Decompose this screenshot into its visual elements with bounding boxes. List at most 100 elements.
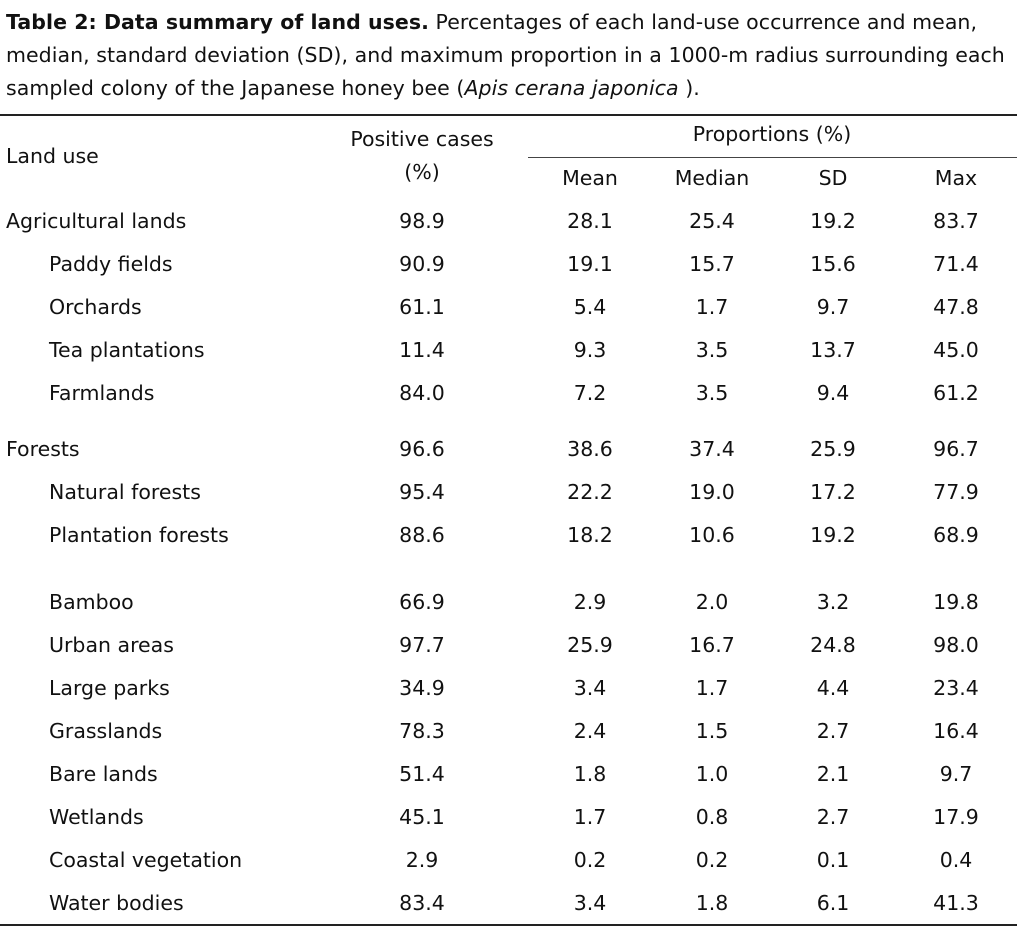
cell-positive-cases: 34.9 (399, 676, 445, 700)
cell-mean: 1.7 (573, 805, 607, 829)
cell-positive-cases: 61.1 (399, 295, 445, 319)
row-label: Tea plantations (49, 338, 205, 362)
cell-median: 16.7 (689, 633, 735, 657)
cell-median: 1.5 (695, 719, 729, 743)
proportions-underline (528, 157, 1017, 158)
cell-mean: 22.2 (567, 480, 613, 504)
cell-sd: 25.9 (810, 437, 856, 461)
cell-sd: 3.2 (816, 590, 850, 614)
cell-sd: 2.7 (816, 719, 850, 743)
cell-max: 61.2 (933, 381, 979, 405)
row-label: Grasslands (49, 719, 163, 743)
cell-median: 1.0 (695, 762, 729, 786)
cell-max: 9.7 (939, 762, 973, 786)
row-label: Bare lands (49, 762, 158, 786)
cell-median: 19.0 (689, 480, 735, 504)
caption-text-3: sampled colony of the Japanese honey bee… (6, 76, 465, 100)
cell-median: 0.8 (695, 805, 729, 829)
table-bottom-rule (0, 924, 1017, 926)
cell-mean: 2.4 (573, 719, 607, 743)
cell-max: 71.4 (933, 252, 979, 276)
cell-positive-cases: 45.1 (399, 805, 445, 829)
cell-median: 3.5 (695, 338, 729, 362)
row-label: Agricultural lands (6, 209, 187, 233)
row-label: Wetlands (49, 805, 144, 829)
cell-max: 23.4 (933, 676, 979, 700)
row-label: Urban areas (49, 633, 174, 657)
caption-species-name: Apis cerana japonica (464, 76, 679, 100)
cell-sd: 17.2 (810, 480, 856, 504)
cell-mean: 18.2 (567, 523, 613, 547)
row-label: Natural forests (49, 480, 201, 504)
header-sd: SD (818, 166, 848, 190)
cell-median: 0.2 (695, 848, 729, 872)
cell-positive-cases: 98.9 (399, 209, 445, 233)
caption-text-1: Percentages of each land-use occurrence … (428, 10, 978, 34)
header-median: Median (674, 166, 750, 190)
row-label: Paddy fields (49, 252, 173, 276)
cell-median: 1.7 (695, 676, 729, 700)
cell-median: 37.4 (689, 437, 735, 461)
cell-positive-cases: 95.4 (399, 480, 445, 504)
caption-text-2: median, standard deviation (SD), and max… (6, 43, 1005, 67)
cell-max: 83.7 (933, 209, 979, 233)
header-positive-cases-unit: (%) (404, 160, 440, 184)
cell-positive-cases: 83.4 (399, 891, 445, 915)
cell-mean: 9.3 (573, 338, 607, 362)
cell-positive-cases: 97.7 (399, 633, 445, 657)
cell-max: 96.7 (933, 437, 979, 461)
caption-title: Table 2: Data summary of land uses. (6, 10, 429, 34)
cell-median: 1.8 (695, 891, 729, 915)
cell-max: 77.9 (933, 480, 979, 504)
cell-positive-cases: 2.9 (405, 848, 439, 872)
cell-sd: 4.4 (816, 676, 850, 700)
cell-mean: 3.4 (573, 676, 607, 700)
cell-mean: 2.9 (573, 590, 607, 614)
table-caption: Table 2: Data summary of land uses. Perc… (6, 6, 1011, 105)
row-label: Large parks (49, 676, 170, 700)
cell-max: 68.9 (933, 523, 979, 547)
cell-sd: 19.2 (810, 523, 856, 547)
cell-sd: 13.7 (810, 338, 856, 362)
cell-mean: 38.6 (567, 437, 613, 461)
cell-mean: 5.4 (573, 295, 607, 319)
row-label: Orchards (49, 295, 142, 319)
row-label: Forests (6, 437, 80, 461)
cell-median: 1.7 (695, 295, 729, 319)
header-proportions: Proportions (%) (692, 122, 852, 146)
cell-max: 41.3 (933, 891, 979, 915)
cell-positive-cases: 66.9 (399, 590, 445, 614)
cell-sd: 2.1 (816, 762, 850, 786)
cell-max: 98.0 (933, 633, 979, 657)
cell-sd: 6.1 (816, 891, 850, 915)
cell-positive-cases: 88.6 (399, 523, 445, 547)
cell-positive-cases: 96.6 (399, 437, 445, 461)
cell-max: 47.8 (933, 295, 979, 319)
row-label: Plantation forests (49, 523, 229, 547)
cell-max: 17.9 (933, 805, 979, 829)
cell-sd: 15.6 (810, 252, 856, 276)
row-label: Water bodies (49, 891, 184, 915)
header-max: Max (934, 166, 978, 190)
cell-median: 25.4 (689, 209, 735, 233)
cell-median: 15.7 (689, 252, 735, 276)
cell-max: 16.4 (933, 719, 979, 743)
cell-mean: 28.1 (567, 209, 613, 233)
cell-median: 3.5 (695, 381, 729, 405)
cell-mean: 1.8 (573, 762, 607, 786)
cell-mean: 7.2 (573, 381, 607, 405)
cell-sd: 19.2 (810, 209, 856, 233)
cell-positive-cases: 51.4 (399, 762, 445, 786)
cell-mean: 19.1 (567, 252, 613, 276)
cell-mean: 25.9 (567, 633, 613, 657)
cell-positive-cases: 84.0 (399, 381, 445, 405)
row-label: Bamboo (49, 590, 134, 614)
caption-text-4: ). (678, 76, 700, 100)
header-positive-cases: Positive cases (350, 127, 494, 151)
cell-max: 45.0 (933, 338, 979, 362)
cell-median: 2.0 (695, 590, 729, 614)
cell-max: 19.8 (933, 590, 979, 614)
cell-sd: 24.8 (810, 633, 856, 657)
cell-max: 0.4 (939, 848, 973, 872)
cell-positive-cases: 11.4 (399, 338, 445, 362)
